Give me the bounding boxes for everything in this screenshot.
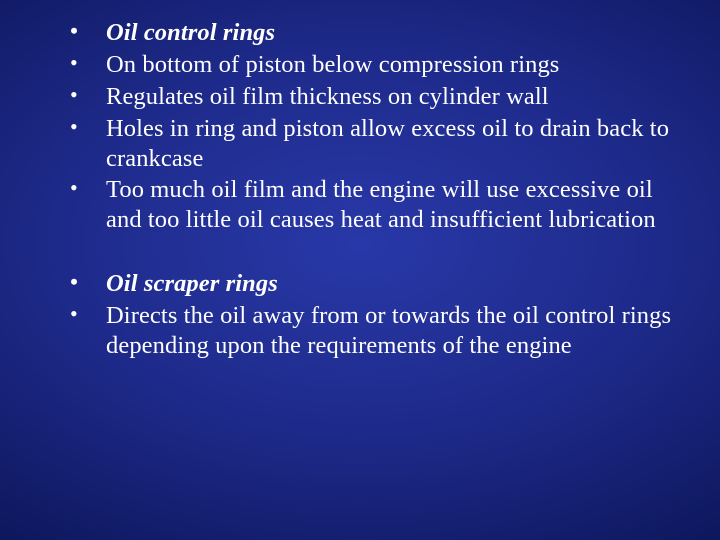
list-item: Oil scraper rings [48, 269, 672, 299]
bullet-list: Oil control rings On bottom of piston be… [48, 18, 672, 235]
list-item: Too much oil film and the engine will us… [48, 175, 672, 235]
slide: Oil control rings On bottom of piston be… [0, 0, 720, 540]
bullet-group-1: Oil control rings On bottom of piston be… [48, 18, 672, 235]
list-item: Directs the oil away from or towards the… [48, 301, 672, 361]
bullet-group-2: Oil scraper rings Directs the oil away f… [48, 269, 672, 361]
list-item: Oil control rings [48, 18, 672, 48]
list-item: On bottom of piston below compression ri… [48, 50, 672, 80]
bullet-list: Oil scraper rings Directs the oil away f… [48, 269, 672, 361]
list-item: Holes in ring and piston allow excess oi… [48, 114, 672, 174]
list-item: Regulates oil film thickness on cylinder… [48, 82, 672, 112]
